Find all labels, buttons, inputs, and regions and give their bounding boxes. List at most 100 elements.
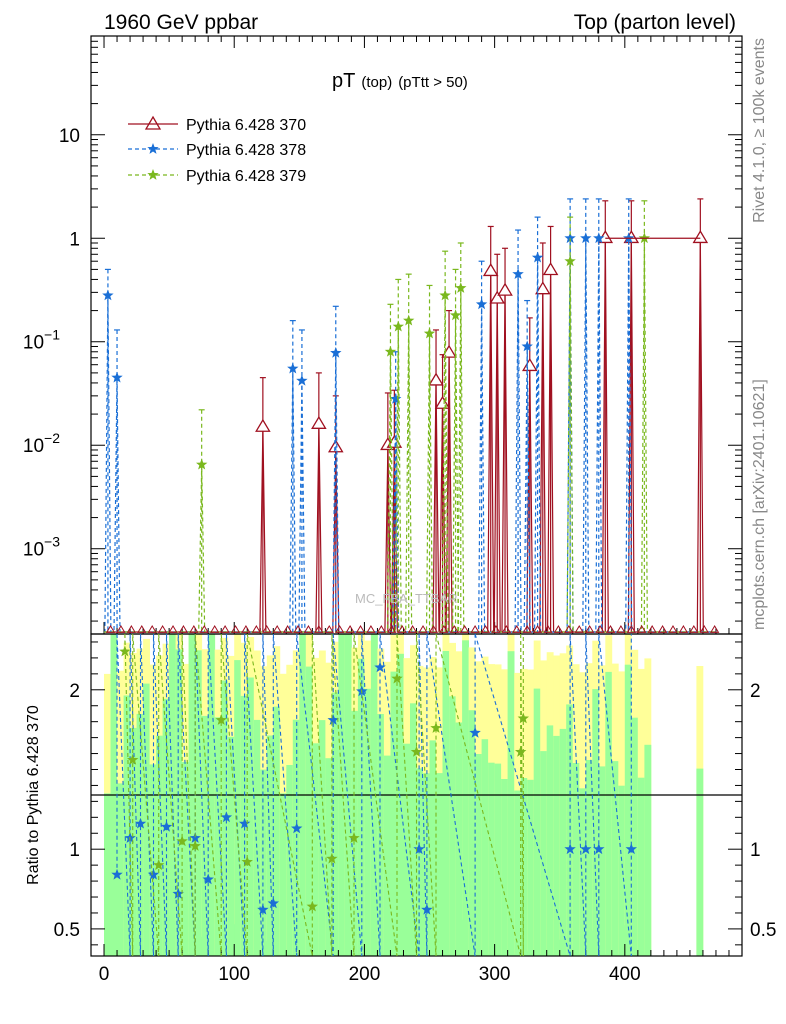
floor-marker [376, 625, 387, 633]
legend-label-370: Pythia 6.428 370 [186, 117, 306, 134]
ratio-data-point [176, 835, 188, 847]
floor-marker [189, 625, 199, 633]
floor-marker [137, 625, 147, 633]
ratio-data-point [625, 843, 637, 855]
ratio-data-point [119, 645, 131, 657]
ratio-band-green [149, 764, 157, 956]
ratio-data-point [327, 714, 339, 725]
ratio-band-green [468, 710, 476, 956]
ratio-band-green [130, 727, 137, 956]
ratio-band-green [624, 664, 632, 956]
ratio-band-green [429, 740, 437, 956]
ratio-band-green [559, 728, 567, 956]
data-point-star [521, 340, 533, 352]
ratio-band-green [488, 762, 495, 956]
floor-marker [314, 625, 324, 633]
ratio-data-point [469, 726, 481, 738]
ratio-band-green [566, 704, 574, 956]
ratio-data-point [220, 811, 233, 823]
y-tick-label: 10−1 [23, 327, 60, 354]
y-tick-label: 10 [59, 126, 80, 147]
ratio-band-green [546, 725, 554, 956]
data-point-star [593, 232, 605, 244]
floor-marker [449, 625, 459, 633]
data-point-star [384, 345, 397, 357]
ratio-band-green [383, 755, 391, 956]
data-point-star [403, 314, 415, 326]
ratio-band-green [201, 715, 209, 956]
ratio-band-green [696, 768, 704, 956]
ratio-data-point [267, 897, 279, 909]
ratio-band-green [364, 688, 372, 956]
floor-marker [126, 625, 137, 633]
data-point-star [287, 362, 299, 374]
floor-marker [512, 625, 522, 633]
floor-marker [439, 625, 449, 633]
data-point-star [196, 458, 208, 470]
chart-title-main: pT [332, 70, 355, 92]
ratio-band-green [605, 671, 613, 956]
ratio-band-green [579, 788, 587, 956]
chart-title: pT (top) (pTtt > 50) [332, 70, 468, 92]
floor-marker [397, 625, 407, 633]
ratio-data-point [580, 843, 592, 855]
x-tick-label: 200 [349, 964, 381, 985]
ratio-data-point [172, 887, 184, 899]
data-point-star [102, 289, 114, 301]
floor-marker [293, 625, 303, 633]
ratio-band-green [227, 736, 235, 956]
data-point-triangle [311, 415, 327, 429]
data-point-triangle [327, 439, 344, 453]
floor-marker [605, 625, 616, 633]
ratio-series-line [124, 633, 524, 957]
ratio-band-green [318, 720, 326, 956]
ratio-band-green [279, 793, 287, 956]
floor-marker [251, 625, 262, 633]
floor-marker [480, 625, 491, 633]
ratio-data-point [153, 859, 165, 870]
ratio-band-green [117, 783, 124, 956]
floor-marker [678, 625, 689, 633]
data-point-star [512, 268, 524, 279]
ratio-band-green [598, 766, 606, 956]
ratio-band-green [331, 692, 339, 956]
ratio-data-point [202, 873, 214, 885]
ratio-band-green [637, 777, 645, 956]
ratio-data-point [134, 817, 147, 829]
floor-marker [491, 625, 501, 633]
floor-marker [335, 625, 345, 633]
ratio-data-point [410, 746, 423, 757]
ratio-band-green [494, 763, 502, 956]
ratio-band-green [104, 793, 111, 956]
floor-marker [584, 625, 595, 633]
y-tick-label: 1 [69, 229, 80, 250]
data-point-triangle [542, 262, 559, 276]
axis-ticks: 0 100 200 300 400 10 1 10−1 10−2 10−3 0.5 0.5 1 1 2 2 [23, 35, 776, 985]
floor-marker [470, 625, 480, 633]
ratio-band-green [462, 640, 469, 956]
ratio-band-green [410, 703, 417, 956]
ratio-data-point [326, 852, 338, 864]
ratio-band-green [618, 785, 626, 956]
x-tick-label: 100 [218, 964, 250, 985]
ratio-band-green [540, 751, 548, 956]
ratio-band-green [273, 706, 281, 956]
floor-marker [657, 625, 668, 633]
data-point-triangle [489, 290, 506, 304]
ratio-data-point [257, 903, 269, 915]
ratio-band-green [514, 790, 522, 956]
ratio-data-point [348, 832, 360, 843]
floor-marker [543, 625, 553, 633]
header-left-label: 1960 GeV ppbar [104, 11, 258, 34]
lower-series-group [111, 633, 637, 957]
series-line [104, 238, 716, 633]
floor-marker [595, 625, 605, 633]
data-point-star [449, 309, 462, 321]
data-point-star [423, 327, 436, 339]
ratio-band-green [397, 653, 404, 956]
data-point-star [439, 289, 451, 301]
ratio-band-green [156, 735, 163, 956]
data-point-triangle [434, 395, 451, 409]
data-point-star [392, 320, 404, 332]
ratio-band-green [312, 743, 320, 956]
